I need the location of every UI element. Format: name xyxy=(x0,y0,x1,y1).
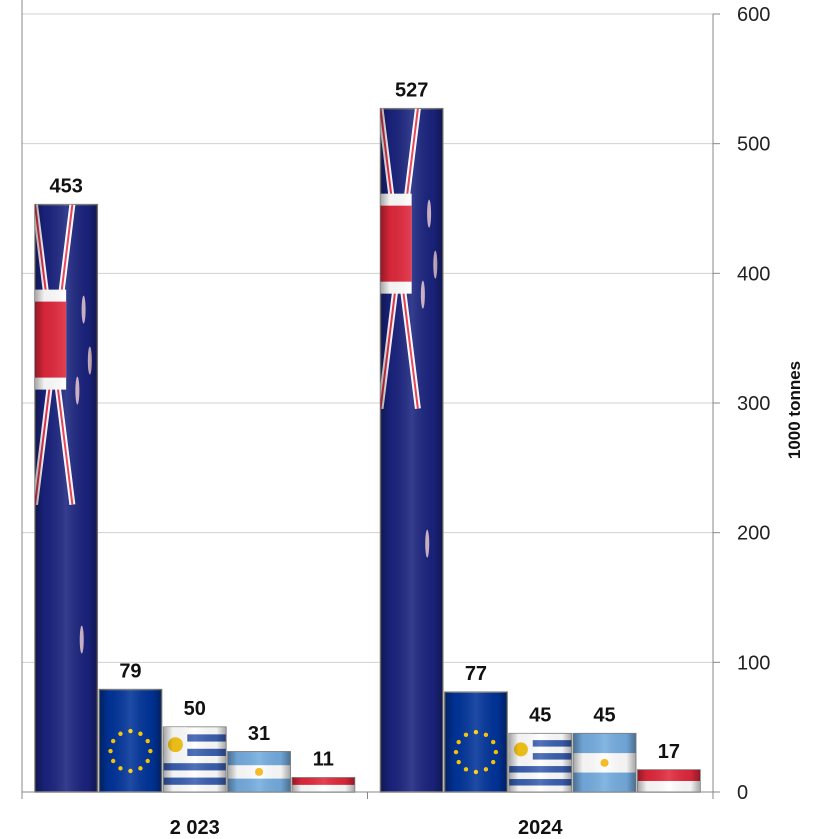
gridlines xyxy=(22,13,713,793)
bar-uruguay xyxy=(162,726,227,793)
bar-shade xyxy=(637,769,700,792)
bar-shade xyxy=(35,204,98,793)
bar-shade xyxy=(227,751,291,792)
bar-european-union xyxy=(98,688,163,793)
bar-european-union xyxy=(444,691,508,793)
bars xyxy=(34,107,701,793)
data-label: 31 xyxy=(248,723,270,745)
data-label: 17 xyxy=(658,741,680,763)
y-tick-label: 500 xyxy=(737,134,770,156)
bar-new-zealand xyxy=(34,203,99,793)
data-label: 453 xyxy=(49,176,82,198)
y-tick-label: 200 xyxy=(737,523,770,545)
data-label: 50 xyxy=(184,698,206,720)
bar-singapore xyxy=(636,769,701,793)
bar-singapore xyxy=(291,776,356,793)
bar-new-zealand xyxy=(379,107,444,793)
data-label: 77 xyxy=(465,663,487,685)
x-category-label: 2 023 xyxy=(170,817,220,839)
bar-argentina xyxy=(227,751,291,793)
bar-argentina xyxy=(572,732,637,793)
y-axis-title: 1000 tonnes xyxy=(785,361,804,459)
axes: 0 100 200 300 400 500 600 2 023 2024 xyxy=(21,0,770,839)
bar-shade xyxy=(380,108,443,792)
bar-shade xyxy=(444,692,508,792)
bar-shade xyxy=(99,689,162,792)
bar-uruguay xyxy=(508,732,573,793)
data-label: 79 xyxy=(119,661,141,683)
y-tick-label: 600 xyxy=(737,4,770,26)
bar-shade xyxy=(573,733,636,792)
bar-shade xyxy=(509,733,572,792)
bar-shade xyxy=(163,727,226,792)
y-tick-label: 0 xyxy=(737,782,748,804)
x-category-label: 2024 xyxy=(518,817,563,839)
data-label: 45 xyxy=(529,705,551,727)
data-label: 45 xyxy=(593,705,615,727)
data-labels: 453 527 79 77 50 45 31 45 11 17 xyxy=(49,80,680,771)
bar-shade xyxy=(292,777,355,792)
data-label: 11 xyxy=(313,749,334,771)
y-tick-label: 400 xyxy=(737,263,770,285)
y-tick-label: 100 xyxy=(737,652,770,674)
y-tick-label: 300 xyxy=(737,393,770,415)
data-label: 527 xyxy=(395,80,428,102)
